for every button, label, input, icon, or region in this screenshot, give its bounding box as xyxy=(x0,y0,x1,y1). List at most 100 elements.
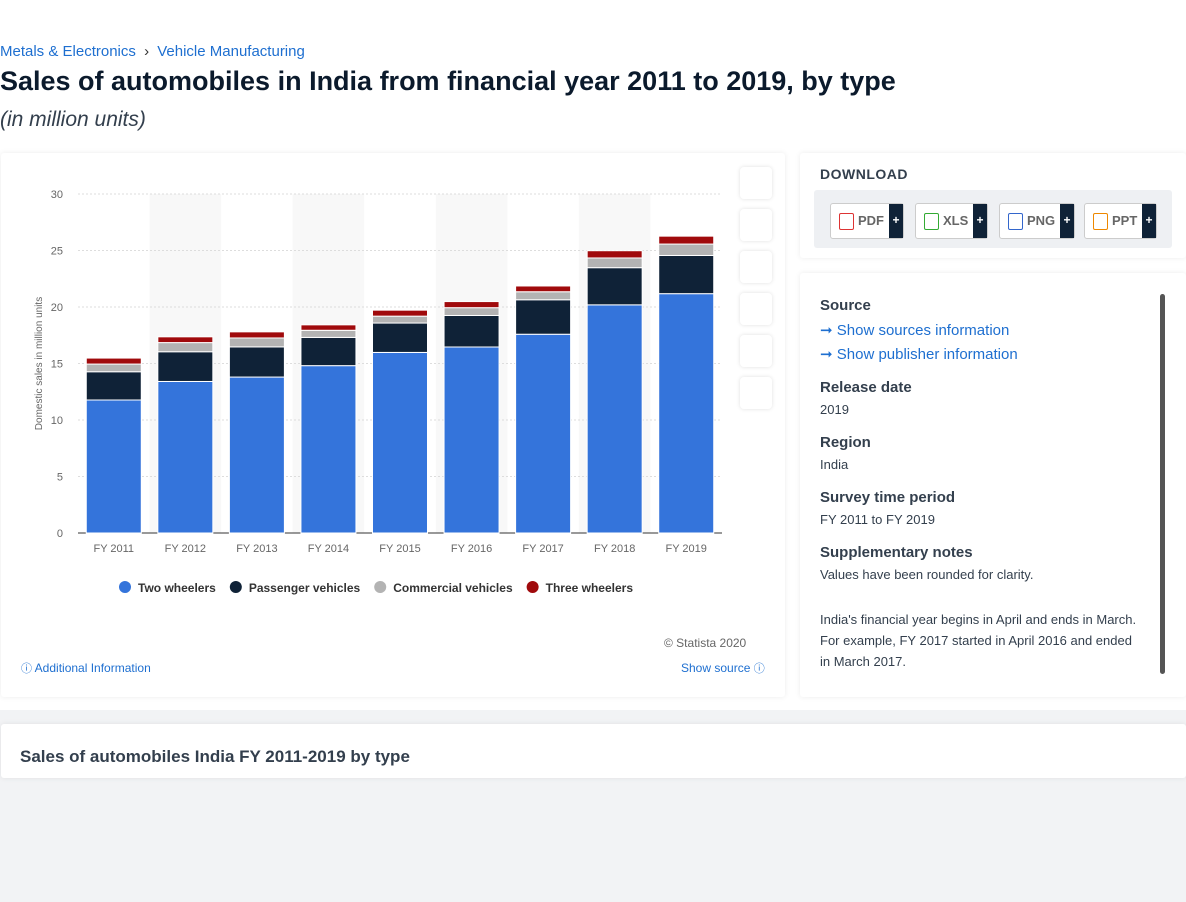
detail-label: Supplementary notes xyxy=(820,544,973,561)
download-button[interactable]: PDF + xyxy=(830,203,904,239)
x-tick-label: FY 2017 xyxy=(522,543,563,555)
y-tick-label: 10 xyxy=(51,415,63,427)
legend-marker xyxy=(229,581,242,593)
format-label[interactable]: PNG xyxy=(1027,213,1056,228)
format-label[interactable]: PDF xyxy=(858,213,884,228)
bar-segment xyxy=(443,346,500,534)
bar-segment xyxy=(157,336,214,344)
x-tick-label: FY 2019 xyxy=(666,543,707,555)
section-card: Sales of automobiles India FY 2011-2019 … xyxy=(1,724,1186,778)
bar-segment xyxy=(658,243,715,256)
download-button[interactable]: XLS + xyxy=(915,203,988,239)
plus[interactable]: + xyxy=(889,204,903,238)
chart: 0 5 10 15 20 25 30 Domestic sales in million un… xyxy=(34,189,722,595)
legend-label: Two wheelers xyxy=(138,581,216,595)
bar-segment xyxy=(515,291,572,301)
bar-segment xyxy=(228,337,285,348)
bar-segment xyxy=(443,314,500,348)
format-label[interactable]: PPT xyxy=(1112,213,1138,228)
bar-segment xyxy=(658,235,715,245)
plus[interactable]: + xyxy=(1060,204,1074,238)
show-source[interactable]: Show source ⓘ xyxy=(681,661,765,675)
plus[interactable]: + xyxy=(973,204,987,238)
x-tick-label: FY 2014 xyxy=(308,543,349,555)
chart-card: 0 5 10 15 20 25 30 Domestic sales in million un… xyxy=(1,153,785,697)
credit: © Statista 2020 xyxy=(664,636,747,650)
legend-marker xyxy=(374,581,387,593)
bar-segment xyxy=(85,363,142,373)
y-tick-label: 30 xyxy=(51,189,63,201)
detail-label: Source xyxy=(820,297,871,314)
tool-icon[interactable] xyxy=(740,167,772,199)
bar-segment xyxy=(586,257,643,269)
x-tick-label: FY 2018 xyxy=(594,543,635,555)
bar-segment xyxy=(228,331,285,339)
y-tick-label: 5 xyxy=(57,472,63,484)
bar-segment xyxy=(372,322,428,353)
bar-segment xyxy=(443,307,500,316)
scrollbar xyxy=(1160,294,1165,674)
tool-icon[interactable] xyxy=(740,335,772,367)
download-button[interactable]: PNG + xyxy=(999,203,1075,239)
bar-segment xyxy=(228,346,285,378)
y-tick-label: 15 xyxy=(51,359,63,371)
bar-segment xyxy=(372,309,428,317)
bar-segment xyxy=(372,315,428,324)
bar-segment xyxy=(300,329,357,338)
format-label[interactable]: XLS xyxy=(943,213,969,228)
bar-segment xyxy=(658,254,715,295)
breadcrumb-sep: › xyxy=(144,43,150,60)
detail-value: 2019 xyxy=(820,402,849,417)
tool-icons xyxy=(740,167,772,409)
show-source-text[interactable]: Show source xyxy=(681,661,751,675)
detail-value: Values have been rounded for clarity. xyxy=(820,567,1034,582)
plus[interactable]: + xyxy=(1142,204,1156,238)
download-title: DOWNLOAD xyxy=(820,166,908,182)
x-tick-label: FY 2011 xyxy=(93,543,134,555)
detail-label: Release date xyxy=(820,379,912,396)
breadcrumb-link[interactable]: Metals & Electronics xyxy=(0,43,136,60)
additional-info-text[interactable]: Additional Information xyxy=(34,661,151,675)
download-card: DOWNLOAD xyxy=(800,153,1186,258)
breadcrumb: Metals & Electronics › Vehicle Manufactu… xyxy=(0,43,305,60)
tool-icon[interactable] xyxy=(740,293,772,325)
detail-label: Region xyxy=(820,434,871,451)
detail-label: Survey time period xyxy=(820,489,956,506)
tool-icon[interactable] xyxy=(740,377,772,409)
bar-segment xyxy=(443,301,500,309)
tool-icon[interactable] xyxy=(740,209,772,241)
bar-segment xyxy=(85,371,142,401)
bar-segment xyxy=(157,380,214,534)
section-title: Sales of automobiles India FY 2011-2019 … xyxy=(20,747,410,766)
additional-info[interactable]: ⓘ Additional Information xyxy=(21,661,151,675)
source-link[interactable]: ➞ Show sources information xyxy=(820,322,1010,339)
details-card: Source ➞ Show sources information ➞ Show… xyxy=(800,273,1186,697)
tool-icon[interactable] xyxy=(740,251,772,283)
download-button[interactable]: PPT + xyxy=(1084,203,1157,239)
link-text[interactable]: Show sources information xyxy=(836,322,1010,339)
bar-segment xyxy=(85,399,142,534)
bar-segment xyxy=(157,351,214,382)
legend-marker xyxy=(119,581,131,593)
breadcrumb-link[interactable]: Vehicle Manufacturing xyxy=(157,43,305,60)
detail-value: FY 2011 to FY 2019 xyxy=(820,512,935,527)
bar-segment xyxy=(586,304,643,534)
page-title: Sales of automobiles in India from finan… xyxy=(0,66,896,96)
legend-marker xyxy=(526,581,539,593)
x-tick-label: FY 2016 xyxy=(451,543,492,555)
legend-label: Three wheelers xyxy=(546,581,634,595)
source-link[interactable]: ➞ Show publisher information xyxy=(820,346,1018,363)
bar-segment xyxy=(300,336,357,367)
subtitle: (in million units) xyxy=(0,108,146,131)
detail-value: India's financial year begins in April a… xyxy=(820,612,1137,669)
bar-segment xyxy=(515,285,572,293)
bar-segment xyxy=(300,324,357,331)
bar-segment xyxy=(658,293,715,534)
bar-segment xyxy=(157,342,214,353)
link-text[interactable]: Show publisher information xyxy=(836,346,1018,363)
y-axis-title: Domestic sales in million units xyxy=(34,297,45,430)
x-tick-label: FY 2012 xyxy=(165,543,206,555)
x-tick-label: FY 2015 xyxy=(379,543,420,555)
legend-label: Passenger vehicles xyxy=(249,581,361,595)
